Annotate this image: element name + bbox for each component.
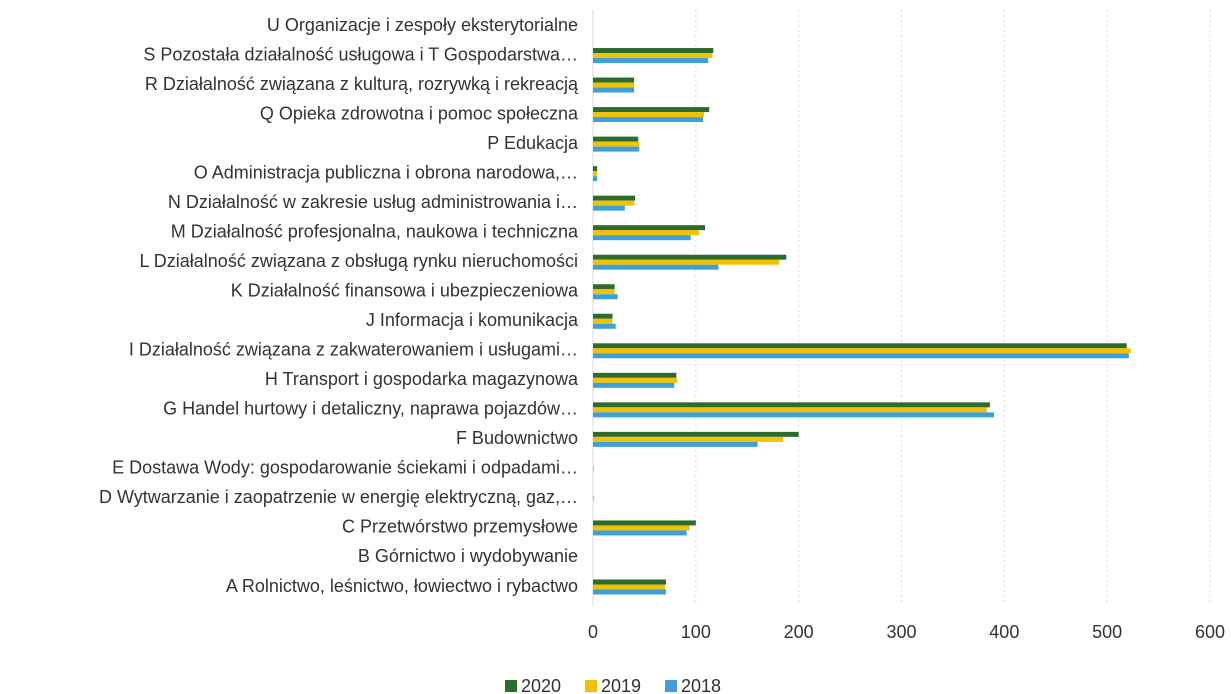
x-tick-label: 300 [886,622,916,642]
bar [593,87,635,93]
y-tick-label: P Edukacja [487,133,579,153]
y-tick-label: F Budownictwo [456,428,578,448]
x-tick-label: 200 [784,622,814,642]
y-tick-label: Q Opieka zdrowotna i pomoc społeczna [260,103,579,123]
y-tick-label: D Wytwarzanie i zaopatrzenie w energię e… [99,487,578,507]
y-tick-label: U Organizacje i zespoły eksterytorialne [267,15,578,35]
bar [593,136,639,142]
bar [593,112,705,118]
bar [593,235,691,241]
bar [593,377,678,383]
bar [593,171,598,177]
bar [593,82,635,88]
x-tick-label: 0 [588,622,598,642]
bar [593,466,595,472]
bar [593,441,758,447]
bar [593,294,618,300]
bar [593,230,699,236]
bar [593,525,690,531]
bar [593,225,706,231]
y-tick-label: H Transport i gospodarka magazynowa [265,369,579,389]
y-tick-label: N Działalność w zakresie usług administr… [168,192,578,212]
bar [593,323,616,329]
bar [593,343,1127,349]
bar [593,318,613,324]
legend-swatch [665,680,677,692]
legend-label: 2019 [601,676,641,694]
bar [593,141,640,147]
x-tick-label: 400 [989,622,1019,642]
bar [593,530,687,536]
y-tick-label: I Działalność związana z zakwaterowaniem… [129,340,578,360]
y-tick-label: R Działalność związana z kulturą, rozryw… [145,74,579,94]
bar [593,402,990,408]
bar [593,166,598,172]
bar [593,382,675,388]
y-tick-label: L Działalność związana z obsługą rynku n… [139,251,578,271]
bar [593,436,784,442]
bar [593,520,696,526]
bar [593,313,613,319]
bar [593,353,1129,359]
y-tick-label: S Pozostała działalność usługowa i T Gos… [143,44,578,64]
bar [593,348,1131,354]
y-tick-label: K Działalność finansowa i ubezpieczeniow… [231,280,579,300]
legend-swatch [585,680,597,692]
y-tick-label: A Rolnictwo, leśnictwo, łowiectwo i ryba… [226,576,578,596]
x-tick-label: 500 [1092,622,1122,642]
y-tick-label: C Przetwórstwo przemysłowe [342,517,578,537]
bar [593,584,665,590]
bar [593,495,595,501]
bar [593,48,714,54]
bar [593,264,719,270]
bar [593,407,987,413]
bar [593,254,787,260]
x-tick-label: 600 [1195,622,1225,642]
bar [593,289,615,295]
bar [593,579,667,585]
bar [593,431,799,437]
bar [593,259,780,265]
x-tick-label: 100 [681,622,711,642]
bar [593,195,636,201]
bar [593,372,677,378]
legend-label: 2018 [681,676,721,694]
legend-label: 2020 [521,676,561,694]
bar [593,107,710,113]
y-tick-label: B Górnictwo i wydobywanie [358,546,578,566]
bar [593,412,995,418]
bar [593,58,709,64]
y-tick-label: G Handel hurtowy i detaliczny, naprawa p… [163,399,578,419]
legend-swatch [505,680,517,692]
bar [593,200,635,206]
bar [593,589,667,595]
bar [593,53,713,59]
y-tick-label: O Administracja publiczna i obrona narod… [194,162,578,182]
y-tick-label: J Informacja i komunikacja [366,310,579,330]
y-tick-label: E Dostawa Wody: gospodarowanie ściekami … [112,458,578,478]
bar [593,205,625,211]
bar [593,77,635,83]
bar [593,284,615,290]
bar [593,117,704,123]
bar [593,146,640,152]
bar [593,176,598,182]
y-tick-label: M Działalność profesjonalna, naukowa i t… [171,221,579,241]
